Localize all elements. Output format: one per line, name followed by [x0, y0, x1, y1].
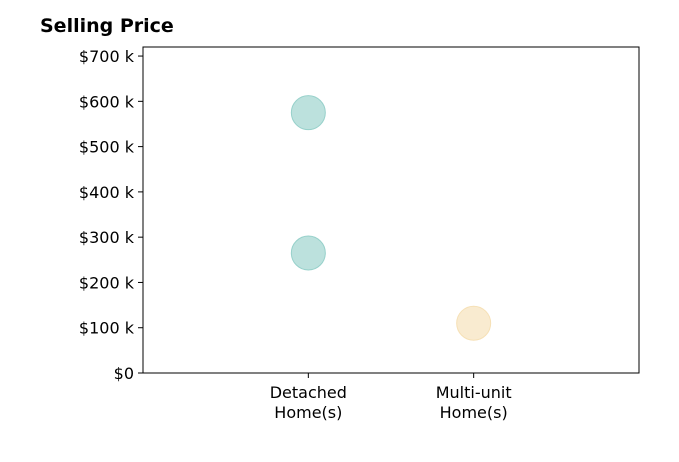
chart-title: Selling Price: [40, 15, 174, 37]
y-tick-label: $200 k: [79, 273, 135, 292]
y-tick-label: $500 k: [79, 138, 135, 157]
y-tick-label: $600 k: [79, 92, 135, 111]
y-tick-label: $0: [114, 364, 134, 383]
data-point: [290, 235, 326, 271]
y-tick-label: $300 k: [79, 228, 135, 247]
data-point: [456, 305, 492, 341]
y-axis: $0 $100 k $200 k $300 k $400 k $500 k $600 k $7…: [79, 47, 143, 383]
y-tick-label: $100 k: [79, 319, 135, 338]
data-point: [290, 95, 326, 131]
x-axis: Detached Home(s) Multi-unit Home(s): [270, 373, 512, 422]
x-tick-label: Multi-unit Home(s): [436, 383, 512, 422]
x-tick-label: Detached Home(s): [270, 383, 347, 422]
plot-area-frame: [142, 46, 640, 374]
y-tick-label: $700 k: [79, 47, 135, 66]
y-tick-label: $400 k: [79, 183, 135, 202]
data-points: [290, 95, 492, 341]
